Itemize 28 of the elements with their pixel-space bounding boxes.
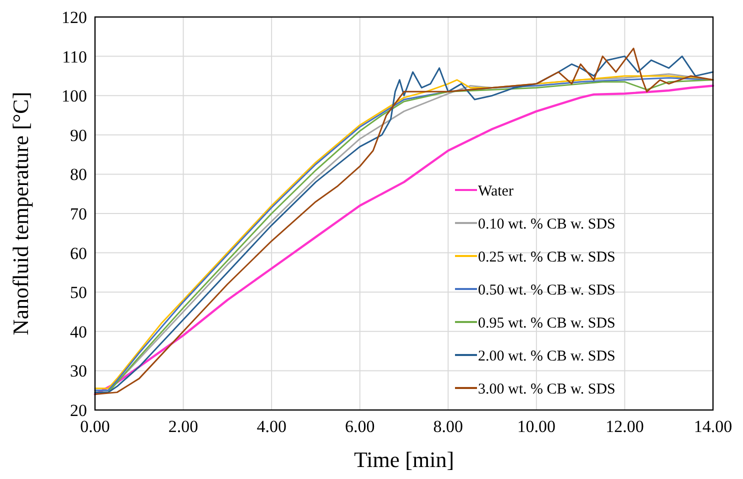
y-tick-label: 60 [70, 244, 87, 263]
x-tick-label: 8.00 [433, 417, 464, 436]
x-axis-title: Time [min] [354, 447, 454, 472]
x-tick-label: 2.00 [168, 417, 198, 436]
y-tick-label: 80 [70, 165, 87, 184]
y-tick-label: 50 [70, 283, 87, 302]
legend-label: 2.00 wt. % CB w. SDS [478, 348, 616, 364]
y-tick-label: 70 [70, 204, 87, 224]
legend-label: 0.10 wt. % CB w. SDS [478, 216, 616, 232]
y-tick-label: 40 [70, 322, 87, 342]
y-tick-label: 110 [62, 47, 87, 66]
x-tick-label: 12.00 [606, 417, 644, 436]
y-tick-label: 30 [70, 362, 87, 381]
x-tick-label: 10.00 [517, 417, 556, 436]
legend-label: 0.50 wt. % CB w. SDS [478, 282, 616, 298]
y-axis-title: Nanofluid temperature [°C] [8, 92, 33, 336]
y-tick-label: 20 [70, 400, 87, 420]
legend-label: 3.00 wt. % CB w. SDS [478, 381, 616, 398]
legend-label: 0.25 wt. % CB w. SDS [478, 249, 616, 266]
legend-label: 0.95 wt. % CB w. SDS [478, 315, 616, 332]
x-tick-label: 14.00 [694, 417, 732, 436]
y-tick-label: 100 [62, 86, 87, 106]
x-tick-label: 4.00 [256, 417, 286, 436]
y-tick-label: 120 [62, 8, 87, 27]
x-tick-label: 6.00 [344, 417, 375, 436]
legend-label: Water [478, 183, 514, 200]
x-tick-label: 0.00 [80, 417, 110, 436]
y-tick-label: 90 [70, 126, 87, 145]
